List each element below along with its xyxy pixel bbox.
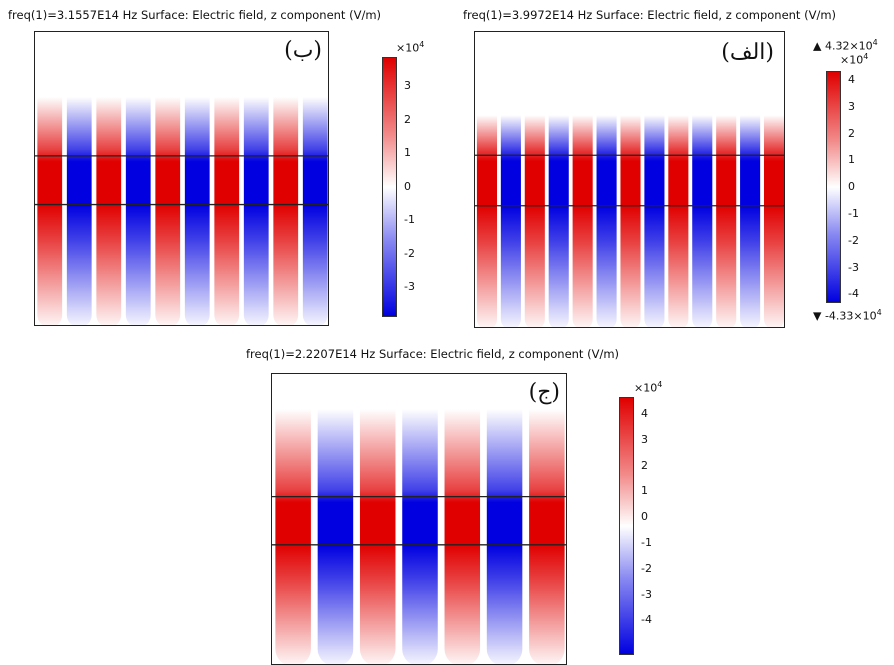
field-stripe-pos xyxy=(444,374,481,664)
field-stripe-pos xyxy=(716,32,737,327)
panel-alef-title: freq(1)=3.9972E14 Hz Surface: Electric f… xyxy=(463,8,837,22)
field-stripe-pos xyxy=(529,374,565,664)
colorbar-tick-label: -1 xyxy=(641,536,652,549)
panel-alef-max-marker: ▲ 4.32×104 xyxy=(813,38,878,53)
panel-jim-label: (ج) xyxy=(528,380,560,405)
field-stripe-pos xyxy=(155,32,181,325)
colorbar-tick-label: 3 xyxy=(641,432,648,446)
field-stripe-pos xyxy=(214,32,240,325)
panel-jim-plot: (ج) xyxy=(271,373,567,665)
field-stripe-neg xyxy=(125,32,151,325)
colorbar-tick-label: 1 xyxy=(848,153,855,167)
field-stripe-neg xyxy=(692,32,713,327)
colorbar-tick-label: 3 xyxy=(404,79,411,92)
panel-alef-plot: (الف) xyxy=(474,31,785,328)
panel-b-field-surface xyxy=(35,32,328,325)
panel-jim-colorbar-exponent: ×104 xyxy=(634,380,663,395)
colorbar-tick-label: 1 xyxy=(404,146,411,159)
panel-b-plot: (ب) xyxy=(34,31,329,326)
field-stripe-neg xyxy=(644,32,665,327)
colorbar-tick-label: -1 xyxy=(404,213,415,226)
colorbar-tick-label: -1 xyxy=(848,207,859,220)
colorbar-tick-label: 2 xyxy=(404,112,411,126)
colorbar-tick-label: -2 xyxy=(404,246,415,260)
field-stripe-neg xyxy=(596,32,617,327)
panel-b-label: (ب) xyxy=(284,38,322,63)
colorbar-tick-label: -2 xyxy=(848,233,859,247)
panel-b-title: freq(1)=3.1557E14 Hz Surface: Electric f… xyxy=(8,8,382,22)
colorbar-tick-label: -3 xyxy=(404,280,415,293)
field-stripe-pos xyxy=(275,374,311,664)
field-stripe-pos xyxy=(572,32,593,327)
colorbar-tick-label: 1 xyxy=(641,484,648,498)
panel-alef-label: (الف) xyxy=(721,40,774,65)
field-stripe-neg xyxy=(66,32,92,325)
colorbar-tick-label: 4 xyxy=(641,407,648,420)
panel-alef-min-marker: ▼ -4.33×104 xyxy=(813,308,882,323)
field-stripe-pos xyxy=(763,32,784,327)
panel-jim-field-surface xyxy=(272,374,566,664)
panel-alef-field-surface xyxy=(475,32,784,327)
panel-b-colorbar-exponent: ×104 xyxy=(396,40,425,55)
field-stripe-neg xyxy=(184,32,210,325)
panel-jim-colorbar xyxy=(619,397,634,655)
colorbar-tick-label: -2 xyxy=(641,561,652,575)
colorbar-tick-label: 0 xyxy=(641,510,648,524)
field-stripe-neg xyxy=(500,32,521,327)
field-stripe-neg xyxy=(740,32,761,327)
field-stripe-pos xyxy=(476,32,498,327)
field-stripe-pos xyxy=(668,32,689,327)
field-stripe-neg xyxy=(302,32,328,325)
panel-b-colorbar xyxy=(382,57,397,317)
panel-alef-colorbar xyxy=(826,71,841,303)
colorbar-tick-label: -3 xyxy=(641,587,652,601)
field-stripe-neg xyxy=(486,374,523,664)
colorbar-tick-label: 3 xyxy=(848,99,855,113)
field-stripe-pos xyxy=(620,32,641,327)
colorbar-tick-label: 0 xyxy=(848,180,855,194)
field-stripe-pos xyxy=(524,32,545,327)
colorbar-tick-label: 4 xyxy=(848,73,855,86)
field-stripe-neg xyxy=(402,374,438,664)
field-stripe-pos xyxy=(273,32,299,325)
field-stripe-pos xyxy=(96,32,122,325)
colorbar-tick-label: -3 xyxy=(848,260,859,274)
colorbar-tick-label: -4 xyxy=(848,287,859,301)
panel-jim-title: freq(1)=2.2207E14 Hz Surface: Electric f… xyxy=(246,347,620,361)
field-stripe-pos xyxy=(359,374,396,664)
colorbar-tick-label: 2 xyxy=(641,458,648,472)
colorbar-tick-label: 2 xyxy=(848,126,855,140)
field-stripe-neg xyxy=(548,32,569,327)
field-stripe-neg xyxy=(317,374,354,664)
field-stripe-neg xyxy=(243,32,269,325)
colorbar-tick-label: -4 xyxy=(641,613,652,627)
panel-alef-colorbar-exponent: ×104 xyxy=(840,52,869,67)
colorbar-tick-label: 0 xyxy=(404,179,411,193)
field-stripe-pos xyxy=(37,32,63,325)
